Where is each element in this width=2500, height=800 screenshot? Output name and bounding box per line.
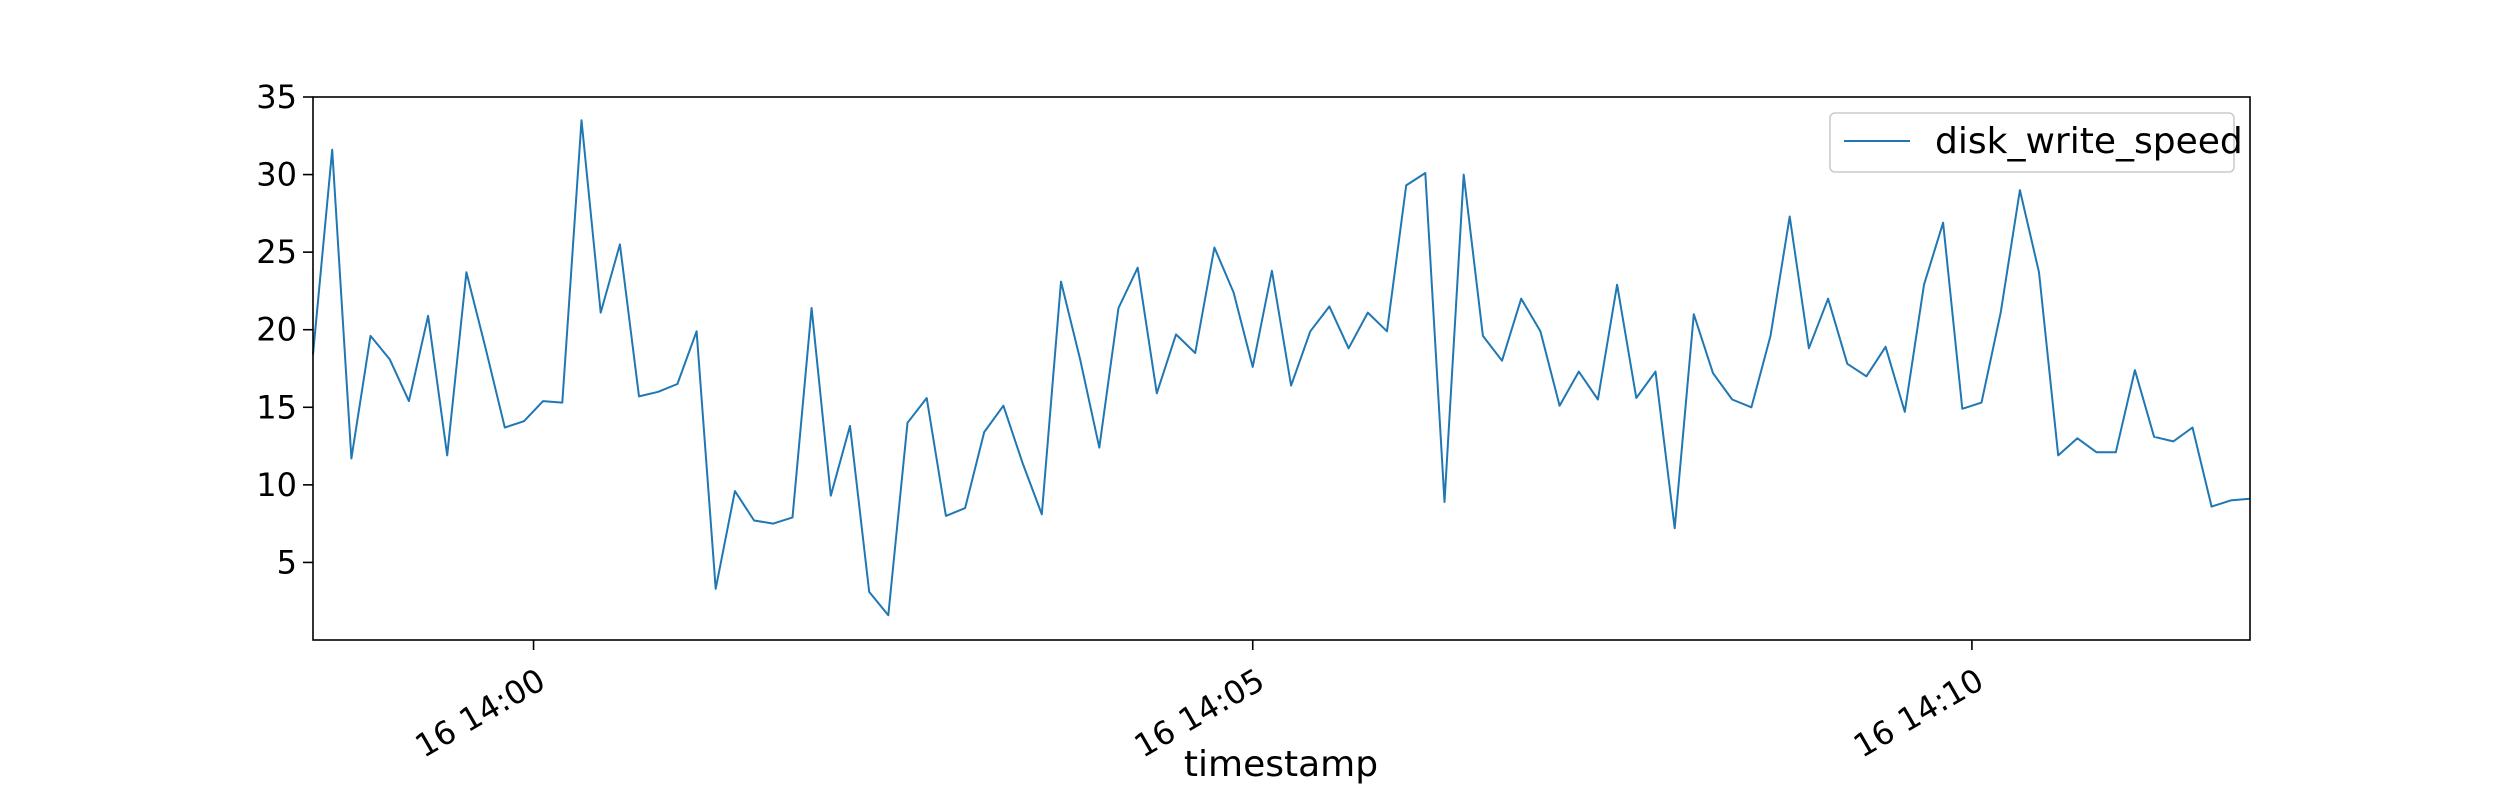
plot-frame xyxy=(312,96,2251,641)
y-tick-label: 30 xyxy=(256,156,297,194)
y-tick-label: 35 xyxy=(256,78,297,116)
y-tick-label: 25 xyxy=(256,233,297,271)
y-tick-label: 15 xyxy=(256,388,297,426)
x-axis-title: timestamp xyxy=(1184,744,1378,785)
legend-label: disk_write_speed xyxy=(1935,121,2243,162)
legend-box xyxy=(1829,112,2235,173)
legend: disk_write_speed xyxy=(1829,112,2243,173)
y-tick-label: 10 xyxy=(256,466,297,504)
y-tick-label: 5 xyxy=(277,543,297,581)
y-axis: 5 10 15 20 25 30 35 xyxy=(256,78,313,581)
plot-area xyxy=(313,97,2250,640)
x-tick-label: 16 14:10 xyxy=(1847,661,1990,765)
y-tick-label: 20 xyxy=(256,311,297,349)
series-layer xyxy=(312,119,2251,617)
series-line-disk-write-speed xyxy=(312,119,2251,617)
x-tick-label: 16 14:00 xyxy=(409,661,552,765)
